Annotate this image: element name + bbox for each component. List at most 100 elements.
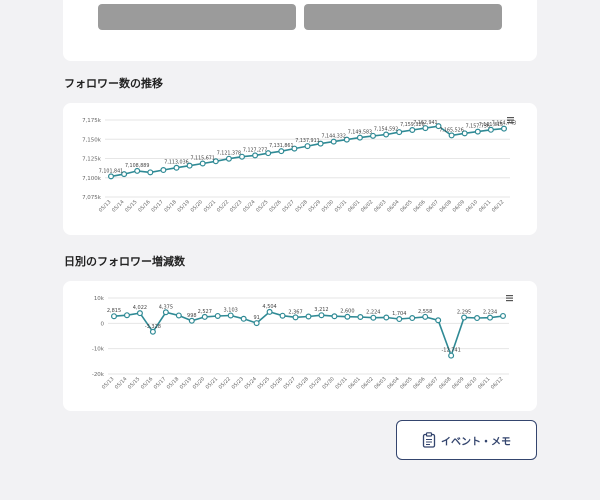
followers-data-label: 7,101,841	[99, 168, 123, 174]
daily-x-tick-label: 05/30	[321, 376, 335, 390]
followers-data-point	[173, 164, 180, 171]
followers-data-label: 7,127,277	[243, 147, 267, 153]
daily-data-point	[396, 316, 403, 323]
followers-trend-title: フォロワー数の推移	[64, 77, 163, 90]
daily-data-point	[279, 312, 286, 319]
chart-menu-icon-bar	[507, 117, 514, 119]
daily-x-tick-label: 05/25	[257, 376, 271, 390]
daily-data-label: -3,328	[145, 324, 161, 330]
daily-x-tick-label: 06/01	[347, 376, 361, 390]
placeholder-button-left[interactable]	[98, 4, 296, 30]
followers-data-point	[396, 129, 403, 136]
daily-data-point	[253, 320, 260, 327]
daily-data-label: 2,600	[340, 309, 354, 315]
followers-x-tick-label: 05/14	[111, 199, 125, 213]
chart-menu-icon-bar	[506, 300, 513, 302]
top-card	[63, 0, 537, 61]
followers-data-point	[356, 134, 363, 141]
daily-x-tick-label: 05/29	[308, 376, 322, 390]
daily-data-point	[201, 313, 208, 320]
followers-x-tick-label: 06/08	[439, 199, 453, 213]
daily-y-tick-label: 10k	[94, 296, 105, 302]
chart-menu-icon	[507, 117, 514, 124]
placeholder-button-right[interactable]	[304, 4, 502, 30]
daily-data-point	[318, 312, 325, 319]
followers-data-point	[225, 155, 232, 162]
daily-x-tick-label: 05/19	[179, 376, 193, 390]
daily-data-point	[383, 314, 390, 321]
daily-data-label: 2,234	[483, 310, 497, 316]
daily-data-point	[188, 317, 195, 324]
followers-data-point	[278, 148, 285, 155]
followers-data-label: 7,159,326	[400, 122, 424, 128]
daily-data-point	[136, 310, 143, 317]
followers-x-tick-label: 06/11	[478, 199, 492, 213]
followers-x-tick-label: 05/27	[281, 199, 295, 213]
daily-data-point	[409, 315, 416, 322]
followers-data-point	[147, 169, 154, 176]
event-memo-button[interactable]: イベント・メモ	[396, 420, 537, 460]
followers-x-tick-label: 05/22	[216, 199, 230, 213]
clipboard-memo-icon	[422, 432, 436, 448]
followers-x-tick-label: 06/07	[425, 199, 439, 213]
followers-data-point	[134, 167, 141, 174]
daily-x-tick-label: 06/04	[386, 376, 400, 390]
followers-x-tick-label: 05/23	[229, 199, 243, 213]
daily-x-tick-label: 05/31	[334, 376, 348, 390]
followers-x-tick-label: 05/20	[190, 199, 204, 213]
daily-x-tick-label: 06/03	[373, 376, 387, 390]
daily-change-title: 日別のフォロワー増減数	[64, 255, 185, 268]
chart-menu-icon-bar	[507, 122, 514, 124]
followers-x-tick-label: 06/09	[452, 199, 466, 213]
followers-data-label: 7,149,583	[348, 130, 372, 136]
daily-x-tick-label: 05/26	[270, 376, 284, 390]
daily-data-label: 3,212	[314, 307, 328, 313]
followers-data-point	[186, 162, 193, 169]
followers-y-tick-label: 7,125k	[82, 157, 102, 163]
event-memo-label: イベント・メモ	[441, 436, 511, 448]
followers-data-point	[409, 127, 416, 134]
followers-y-tick-label: 7,150k	[82, 137, 102, 143]
daily-data-point	[149, 328, 156, 335]
daily-data-point	[331, 313, 338, 320]
daily-data-point	[461, 314, 468, 321]
followers-data-point	[383, 131, 390, 138]
followers-x-tick-label: 05/21	[203, 199, 217, 213]
daily-x-tick-label: 06/10	[464, 376, 478, 390]
daily-x-tick-label: 05/20	[192, 376, 206, 390]
followers-data-label: 7,137,911	[295, 138, 319, 144]
daily-x-tick-label: 06/02	[360, 376, 374, 390]
followers-x-tick-label: 06/03	[373, 199, 387, 213]
followers-data-point	[291, 145, 298, 152]
followers-data-point	[330, 138, 337, 145]
daily-data-point	[292, 314, 299, 321]
followers-x-tick-label: 05/17	[150, 199, 164, 213]
followers-data-label: 7,157,736	[466, 124, 490, 130]
chart-menu-icon-bar	[507, 119, 514, 121]
daily-data-point	[344, 313, 351, 320]
daily-x-tick-label: 06/09	[451, 376, 465, 390]
chart-menu-icon-bar	[506, 297, 513, 299]
followers-data-point	[501, 125, 508, 132]
followers-data-point	[107, 173, 114, 180]
followers-series-line	[110, 125, 505, 178]
daily-data-point	[422, 313, 429, 320]
daily-data-label: 2,224	[366, 310, 380, 316]
followers-data-label: 7,131,861	[269, 143, 293, 149]
followers-x-tick-label: 05/26	[268, 199, 282, 213]
daily-y-tick-label: -20k	[92, 372, 105, 378]
daily-data-label: 1,704	[392, 311, 406, 317]
followers-data-label: 7,154,592	[374, 127, 398, 133]
daily-data-point	[305, 313, 312, 320]
daily-data-point	[357, 313, 364, 320]
followers-y-tick-label: 7,100k	[82, 176, 102, 182]
followers-x-tick-label: 05/18	[163, 199, 177, 213]
daily-x-tick-label: 05/18	[166, 376, 180, 390]
followers-x-tick-label: 05/24	[242, 199, 256, 213]
followers-x-tick-label: 06/02	[360, 199, 374, 213]
followers-data-label: 7,164,743	[492, 121, 516, 127]
daily-data-point	[448, 352, 455, 359]
daily-x-tick-label: 06/06	[412, 376, 426, 390]
followers-data-point	[461, 130, 468, 137]
followers-data-label: 7,161,815	[479, 122, 503, 128]
